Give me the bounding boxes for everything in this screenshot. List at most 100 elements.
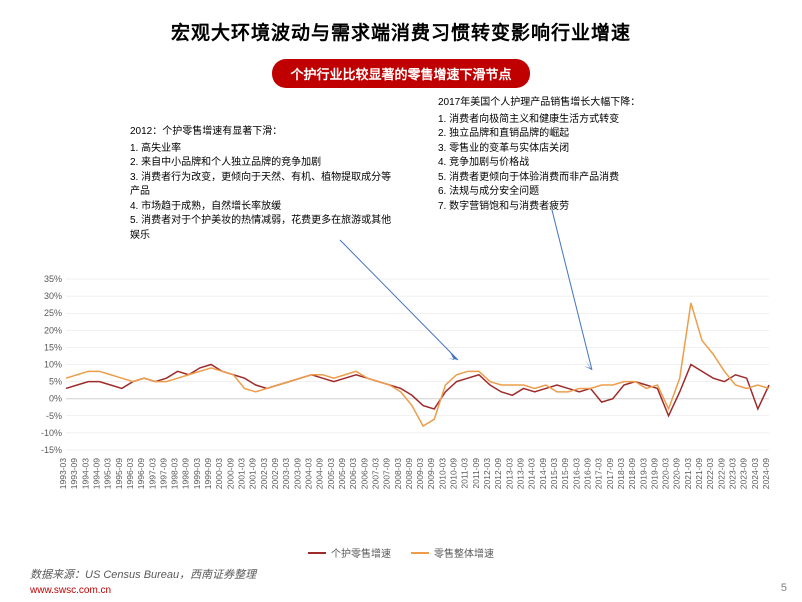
svg-text:35%: 35% (44, 275, 62, 284)
svg-text:10%: 10% (44, 360, 62, 370)
svg-text:2019-09: 2019-09 (649, 458, 659, 489)
svg-text:1993-09: 1993-09 (69, 458, 79, 489)
svg-text:2014-09: 2014-09 (538, 458, 548, 489)
svg-text:2009-03: 2009-03 (415, 458, 425, 489)
svg-text:2017-03: 2017-03 (594, 458, 604, 489)
svg-text:25%: 25% (44, 308, 62, 318)
annotation-2017-point: 1. 消费者向极简主义和健康生活方式转变 (438, 113, 698, 128)
svg-text:2024-03: 2024-03 (750, 458, 760, 489)
svg-text:2010-03: 2010-03 (437, 458, 447, 489)
svg-text:1997-03: 1997-03 (147, 458, 157, 489)
svg-text:2001-09: 2001-09 (248, 458, 258, 489)
chart-legend: 个护零售增速 零售整体增速 (308, 545, 494, 560)
svg-text:2002-03: 2002-03 (259, 458, 269, 489)
svg-text:1998-03: 1998-03 (170, 458, 180, 489)
page-title: 宏观大环境波动与需求端消费习惯转变影响行业增速 (0, 0, 802, 45)
line-chart: -15%-10%-5%0%5%10%15%20%25%30%35%1993-03… (30, 275, 775, 505)
annotation-2017-header: 2017年美国个人护理产品销售增长大幅下降： (438, 96, 698, 111)
svg-text:2008-09: 2008-09 (404, 458, 414, 489)
svg-text:2020-03: 2020-03 (661, 458, 671, 489)
subtitle-badge: 个护行业比较显著的零售增速下滑节点 (272, 59, 529, 88)
svg-text:30%: 30% (44, 291, 62, 301)
annotation-2017-point: 4. 竞争加剧与价格战 (438, 156, 698, 171)
svg-text:2022-03: 2022-03 (705, 458, 715, 489)
svg-text:5%: 5% (49, 377, 62, 387)
svg-text:1997-09: 1997-09 (158, 458, 168, 489)
svg-text:2024-09: 2024-09 (761, 458, 771, 489)
svg-text:1996-03: 1996-03 (125, 458, 135, 489)
svg-text:2000-03: 2000-03 (214, 458, 224, 489)
legend-item: 个护零售增速 (308, 545, 391, 560)
svg-text:15%: 15% (44, 342, 62, 352)
svg-text:1995-03: 1995-03 (103, 458, 113, 489)
svg-text:1996-09: 1996-09 (136, 458, 146, 489)
svg-text:2021-09: 2021-09 (694, 458, 704, 489)
legend-swatch (308, 552, 326, 554)
svg-text:2021-03: 2021-03 (683, 458, 693, 489)
svg-text:2009-09: 2009-09 (426, 458, 436, 489)
svg-text:2016-03: 2016-03 (571, 458, 581, 489)
annotation-2012-point: 3. 消费者行为改变，更倾向于天然、有机、植物提取成分等产品 (130, 171, 400, 200)
svg-text:2013-09: 2013-09 (516, 458, 526, 489)
svg-text:2004-03: 2004-03 (303, 458, 313, 489)
annotation-2017-point: 7. 数字营销饱和与消费者疲劳 (438, 200, 698, 215)
svg-text:1994-03: 1994-03 (80, 458, 90, 489)
svg-text:2012-09: 2012-09 (493, 458, 503, 489)
chart-svg: -15%-10%-5%0%5%10%15%20%25%30%35%1993-03… (30, 275, 775, 505)
svg-text:2008-03: 2008-03 (393, 458, 403, 489)
svg-text:-5%: -5% (46, 411, 62, 421)
svg-text:2012-03: 2012-03 (482, 458, 492, 489)
data-source: 数据来源：US Census Bureau，西南证券整理 (30, 566, 256, 582)
svg-text:2015-09: 2015-09 (560, 458, 570, 489)
annotation-2012: 2012：个护零售增速有显著下滑： 1. 高失业率 2. 来自中小品牌和个人独立… (130, 125, 400, 243)
annotation-2012-point: 2. 来自中小品牌和个人独立品牌的竞争加剧 (130, 156, 400, 171)
website-url: www.swsc.com.cn (30, 585, 111, 596)
svg-text:2022-09: 2022-09 (716, 458, 726, 489)
svg-text:2005-03: 2005-03 (326, 458, 336, 489)
svg-text:2005-09: 2005-09 (337, 458, 347, 489)
svg-text:1998-09: 1998-09 (181, 458, 191, 489)
svg-text:2014-03: 2014-03 (527, 458, 537, 489)
svg-text:1994-09: 1994-09 (91, 458, 101, 489)
svg-text:2018-09: 2018-09 (627, 458, 637, 489)
svg-text:2001-03: 2001-03 (237, 458, 247, 489)
svg-text:2017-09: 2017-09 (605, 458, 615, 489)
legend-label: 个护零售增速 (331, 545, 391, 560)
svg-text:2004-09: 2004-09 (315, 458, 325, 489)
svg-text:2015-03: 2015-03 (549, 458, 559, 489)
annotation-2017-point: 3. 零售业的变革与实体店关闭 (438, 142, 698, 157)
svg-text:-10%: -10% (41, 428, 62, 438)
annotation-2012-point: 4. 市场趋于成熟，自然增长率放缓 (130, 200, 400, 215)
svg-text:2006-09: 2006-09 (359, 458, 369, 489)
svg-text:2006-03: 2006-03 (348, 458, 358, 489)
annotation-2017-point: 6. 法规与成分安全问题 (438, 185, 698, 200)
svg-text:2003-03: 2003-03 (281, 458, 291, 489)
svg-text:2011-09: 2011-09 (471, 458, 481, 489)
annotation-2012-point: 5. 消费者对于个护美妆的热情减弱，花费更多在旅游或其他娱乐 (130, 214, 400, 243)
svg-text:2019-03: 2019-03 (638, 458, 648, 489)
legend-item: 零售整体增速 (411, 545, 494, 560)
page-number: 5 (781, 582, 787, 594)
svg-text:2003-09: 2003-09 (292, 458, 302, 489)
svg-text:2007-03: 2007-03 (370, 458, 380, 489)
svg-text:2000-09: 2000-09 (225, 458, 235, 489)
svg-text:0%: 0% (49, 394, 62, 404)
svg-text:1995-09: 1995-09 (114, 458, 124, 489)
svg-text:2010-09: 2010-09 (449, 458, 459, 489)
annotation-2012-header: 2012：个护零售增速有显著下滑： (130, 125, 400, 140)
svg-text:2016-09: 2016-09 (582, 458, 592, 489)
annotation-2017-point: 2. 独立品牌和直销品牌的崛起 (438, 127, 698, 142)
svg-text:1999-09: 1999-09 (203, 458, 213, 489)
svg-text:2007-09: 2007-09 (382, 458, 392, 489)
svg-text:-15%: -15% (41, 445, 62, 455)
annotation-2012-point: 1. 高失业率 (130, 142, 400, 157)
legend-swatch (411, 552, 429, 554)
svg-text:2011-03: 2011-03 (460, 458, 470, 489)
svg-text:1999-03: 1999-03 (192, 458, 202, 489)
annotation-2017-point: 5. 消费者更倾向于体验消费而非产品消费 (438, 171, 698, 186)
svg-text:2002-09: 2002-09 (270, 458, 280, 489)
svg-text:2023-09: 2023-09 (739, 458, 749, 489)
svg-text:1993-03: 1993-03 (58, 458, 68, 489)
svg-text:2020-09: 2020-09 (672, 458, 682, 489)
svg-text:2023-03: 2023-03 (728, 458, 738, 489)
